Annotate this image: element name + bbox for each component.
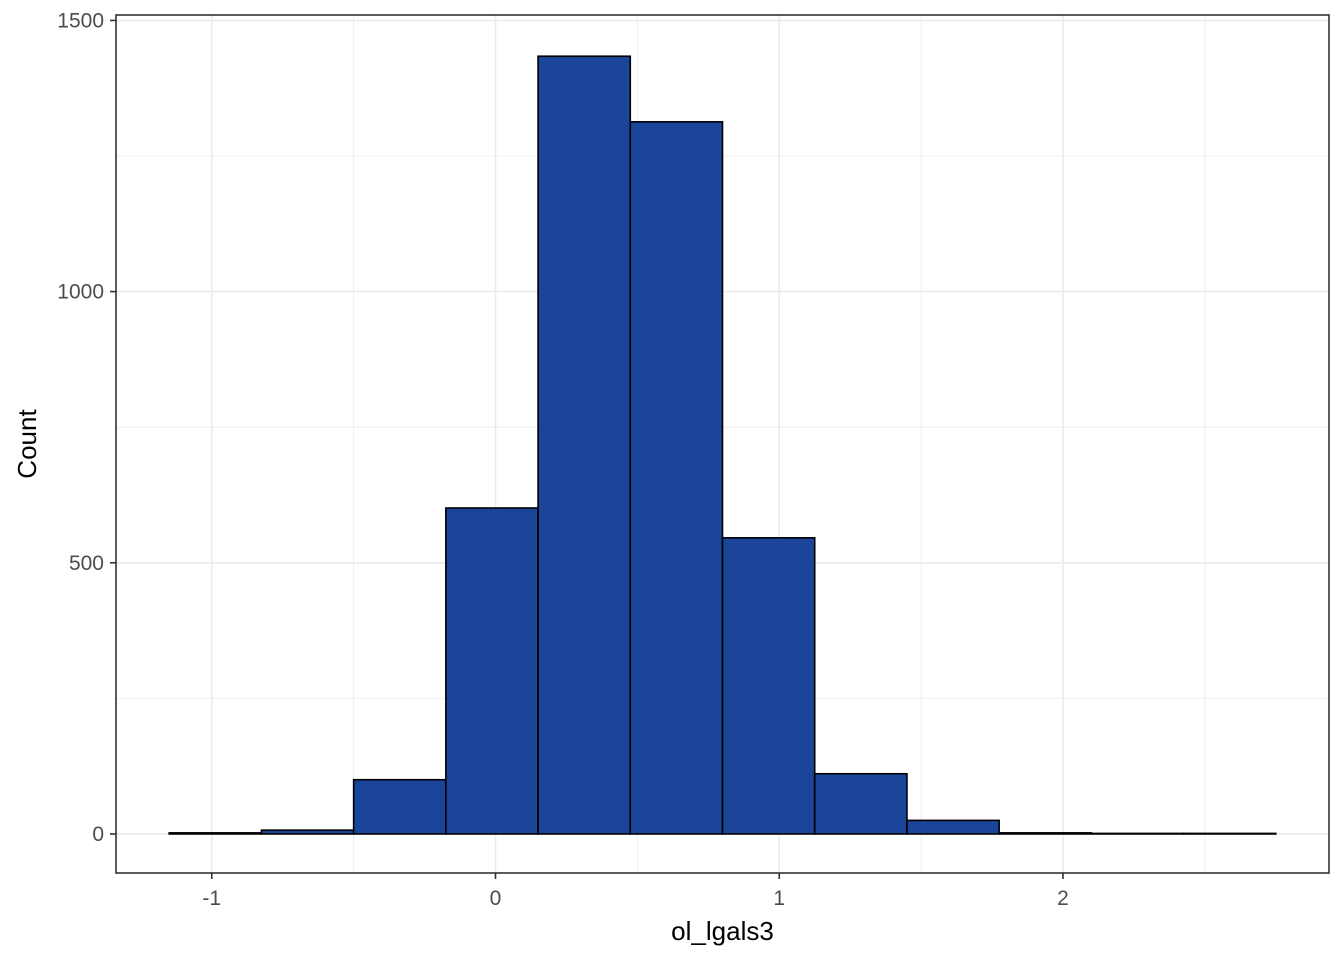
x-tick-label: 0 [490, 887, 502, 910]
histogram-bar [260, 829, 355, 835]
y-axis-title: Count [12, 409, 42, 479]
y-tick-label: 500 [69, 552, 104, 575]
histogram-bar [813, 772, 908, 835]
x-axis-title: ol_lgals3 [671, 916, 774, 946]
x-tick-label: -1 [202, 887, 221, 910]
histogram-bar [1090, 832, 1185, 835]
x-tick-label: 2 [1057, 887, 1069, 910]
histogram-bar [168, 832, 263, 835]
histogram-bar [445, 507, 539, 835]
histogram-bar [537, 55, 632, 835]
y-tick-label: 1000 [57, 281, 104, 304]
histogram-bar [906, 819, 1000, 835]
histogram-bar [998, 832, 1093, 835]
histogram-bar [721, 537, 816, 835]
x-tick-label: 1 [773, 887, 785, 910]
y-tick-label: 1500 [57, 9, 104, 32]
histogram-bar [1182, 832, 1277, 835]
y-tick-label: 0 [92, 823, 104, 846]
histogram-bars [168, 55, 1277, 835]
panel-border [115, 14, 1330, 874]
y-axis-ticks: 0 500 1000 1500 [57, 9, 116, 846]
x-axis-ticks: -1 0 1 2 [202, 873, 1069, 910]
histogram-bar [352, 778, 447, 835]
histogram-bar [629, 121, 724, 835]
